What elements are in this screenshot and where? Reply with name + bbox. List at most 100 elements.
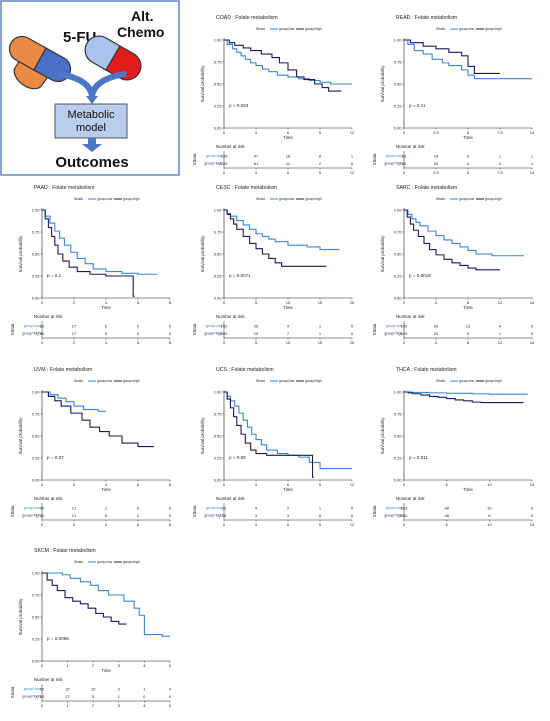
- risk-high-value: 0: [531, 331, 534, 336]
- km-panel-read: READ : Folate metabolism Strata group=low g…: [372, 15, 535, 175]
- risk-low-value: 1: [499, 153, 502, 158]
- risk-title: Number at risk: [396, 144, 425, 149]
- risk-high-value: 0: [143, 694, 146, 699]
- risk-high-value: 40: [40, 513, 45, 518]
- legend-low-label: group=low: [97, 560, 113, 564]
- risk-x-tick-label: 12: [498, 340, 503, 345]
- model-label-line1: Metabolic: [67, 109, 115, 121]
- x-tick-label: 0: [223, 482, 226, 487]
- y-tick-label: 0.50: [214, 433, 223, 438]
- x-tick-label: 6: [287, 130, 290, 135]
- x-tick-label: 0: [403, 300, 406, 305]
- x-tick-label: 2: [73, 482, 76, 487]
- y-tick-label: 0.50: [214, 251, 223, 256]
- x-tick-label: 3: [255, 482, 258, 487]
- legend-high-label: group=high: [485, 379, 502, 383]
- outcome-arrow-icon: [82, 144, 102, 152]
- x-tick-label: 4: [105, 300, 108, 305]
- risk-row-high-label: group=high: [204, 332, 222, 336]
- km-panel-thca: THCA : Folate metabolism Strata group=low g…: [372, 367, 535, 527]
- chart-title: THCA : Folate metabolism: [396, 367, 457, 373]
- risk-low-value: 2: [287, 505, 290, 510]
- risk-title: Number at risk: [34, 677, 63, 682]
- risk-high-value: 0: [169, 513, 172, 518]
- risk-x-tick-label: 3: [255, 170, 258, 175]
- risk-high-value: 50: [40, 694, 45, 699]
- x-tick-label: 15: [318, 300, 323, 305]
- risk-high-value: 33: [434, 331, 439, 336]
- risk-x-tick-label: 12: [350, 170, 355, 175]
- y-tick-label: 0.00: [214, 295, 223, 300]
- risk-x-tick-label: 2: [92, 703, 95, 708]
- risk-high-value: 11: [286, 161, 291, 166]
- risk-high-value: 2: [137, 513, 140, 518]
- legend-high-label: group=high: [485, 197, 502, 201]
- risk-low-value: 9: [255, 505, 258, 510]
- risk-x-tick-label: 6: [287, 170, 290, 175]
- legend-title: Strata: [436, 197, 445, 201]
- legend-high-label: group=high: [305, 27, 322, 31]
- x-tick-label: 5: [169, 663, 172, 668]
- risk-low-value: 25: [254, 323, 259, 328]
- risk-low-value: 47: [254, 153, 259, 158]
- risk-strata-label: Strata: [192, 505, 197, 517]
- x-tick-label: 10: [286, 300, 291, 305]
- risk-strata-label: Strata: [372, 153, 377, 165]
- x-tick-label: 0: [403, 482, 406, 487]
- x-tick-label: 0: [223, 300, 226, 305]
- chart-title: UVM : Folate metabolism: [34, 367, 92, 373]
- risk-x-tick-label: 10: [487, 522, 492, 527]
- y-tick-label: 1.00: [214, 389, 223, 394]
- drug2-label-line2: Chemo: [117, 24, 164, 40]
- x-axis-label: Time: [283, 305, 293, 310]
- y-tick-label: 1.00: [32, 207, 41, 212]
- risk-row-high-label: group=high: [22, 332, 40, 336]
- risk-low-value: 4: [499, 323, 502, 328]
- model-label-line2: model: [76, 122, 106, 134]
- risk-row-low-label: group=low: [386, 324, 403, 328]
- risk-low-value: 2: [137, 323, 140, 328]
- p-value: p = 0.0071: [229, 273, 251, 278]
- risk-x-tick-label: 1: [66, 703, 69, 708]
- risk-strata-label: Strata: [372, 505, 377, 517]
- series-high-line: [224, 39, 342, 92]
- risk-low-value: 48: [444, 505, 449, 510]
- risk-row-high-label: group=high: [204, 162, 222, 166]
- risk-title: Number at risk: [396, 314, 425, 319]
- km-panel-sarc: SARC : Folate metabolism Strata group=low g…: [372, 185, 535, 345]
- risk-high-value: 5: [92, 694, 95, 699]
- risk-x-tick-label: 10: [530, 170, 535, 175]
- series-high-line: [42, 391, 154, 448]
- risk-high-value: 21: [72, 513, 77, 518]
- risk-strata-label: Strata: [10, 323, 15, 335]
- legend-high-label: group=high: [305, 197, 322, 201]
- risk-x-tick-label: 10: [286, 340, 291, 345]
- risk-x-tick-label: 0: [223, 170, 226, 175]
- risk-x-tick-label: 9: [319, 522, 322, 527]
- y-tick-label: 0.25: [394, 103, 403, 108]
- risk-x-tick-label: 0: [41, 522, 44, 527]
- risk-high-value: 61: [254, 161, 259, 166]
- risk-high-value: 7: [287, 331, 290, 336]
- chart-title: SKCM : Folate metabolism: [34, 548, 96, 554]
- risk-low-value: 6: [105, 323, 108, 328]
- capsule-alt-chemo: [84, 35, 142, 81]
- risk-high-value: 0: [137, 331, 140, 336]
- p-value: p = 0.09: [229, 455, 246, 460]
- risk-x-tick-label: 6: [137, 340, 140, 345]
- legend-title: Strata: [256, 379, 265, 383]
- risk-x-tick-label: 0: [403, 170, 406, 175]
- x-tick-label: 4: [143, 663, 146, 668]
- risk-x-tick-label: 0: [41, 703, 44, 708]
- risk-x-tick-label: 5: [467, 170, 470, 175]
- risk-low-value: 1: [351, 153, 354, 158]
- risk-low-value: 10: [487, 505, 492, 510]
- risk-x-tick-label: 4: [105, 522, 108, 527]
- x-tick-label: 2.5: [433, 130, 439, 135]
- legend-low-label: group=low: [279, 27, 295, 31]
- series-low-line: [404, 391, 528, 395]
- p-value: p = 0.023: [229, 103, 249, 108]
- y-axis-label: Survival probability: [18, 417, 23, 455]
